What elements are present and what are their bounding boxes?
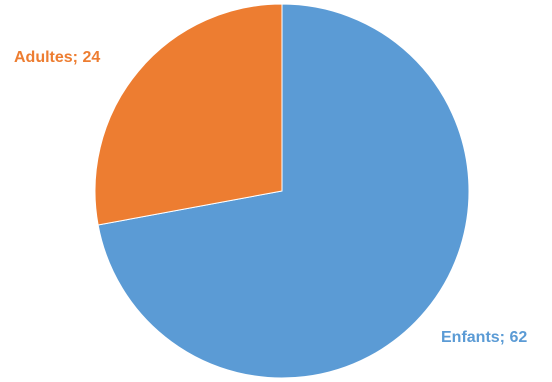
pie-slice-adultes bbox=[94, 3, 283, 226]
slice-label-adultes: Adultes; 24 bbox=[14, 49, 100, 66]
slice-label-enfants: Enfants; 62 bbox=[441, 329, 527, 346]
pie-labels: Enfants; 62 Adultes; 24 bbox=[14, 49, 527, 346]
pie-slices bbox=[94, 3, 470, 379]
pie-slice-enfants bbox=[97, 3, 470, 379]
